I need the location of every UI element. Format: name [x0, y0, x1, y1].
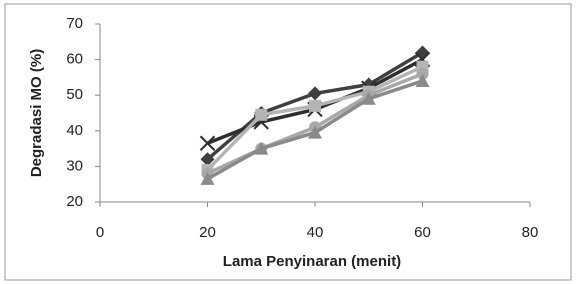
marker [416, 67, 429, 80]
y-tick-label: 60 [66, 51, 83, 68]
marker [200, 171, 215, 185]
y-tick-label: 50 [66, 86, 83, 103]
marker [415, 73, 430, 87]
marker [255, 108, 268, 121]
x-tick-label: 20 [199, 224, 216, 241]
y-tick-label: 70 [66, 15, 83, 32]
marker [199, 135, 216, 151]
marker [254, 141, 269, 155]
marker [308, 86, 322, 101]
x-tick-label: 40 [307, 224, 324, 241]
x-axis-title: Lama Penyinaran (menit) [223, 253, 401, 270]
marker [200, 152, 215, 167]
y-tick-label: 20 [66, 193, 83, 210]
marker [308, 125, 322, 139]
y-tick-label: 30 [66, 157, 83, 174]
x-tick-label: 0 [96, 224, 104, 241]
y-axis-title: Degradasi MO (%) [28, 49, 45, 177]
x-tick-label: 80 [522, 224, 539, 241]
x-tick-label: 60 [414, 224, 431, 241]
marker [361, 91, 376, 105]
y-tick-label: 40 [66, 122, 83, 139]
marker [309, 99, 321, 112]
